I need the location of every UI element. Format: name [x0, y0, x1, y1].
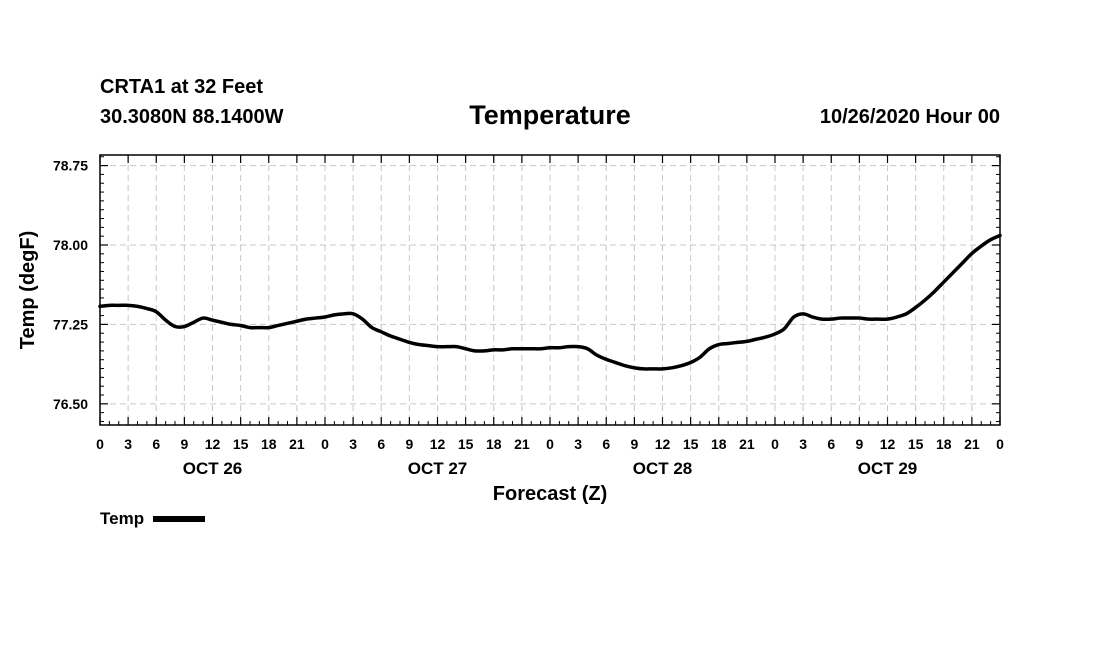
x-tick-label: 12	[880, 436, 896, 452]
x-tick-label: 3	[574, 436, 582, 452]
x-tick-label: 9	[405, 436, 413, 452]
x-tick-label: 3	[799, 436, 807, 452]
x-tick-label: 21	[289, 436, 305, 452]
day-label: OCT 27	[408, 459, 468, 478]
grid-lines	[100, 155, 1000, 425]
x-tick-label: 12	[430, 436, 446, 452]
x-tick-label: 21	[514, 436, 530, 452]
x-tick-label: 12	[655, 436, 671, 452]
day-labels: OCT 26 OCT 27 OCT 28 OCT 29	[183, 459, 918, 478]
y-axis-label: Temp (degF)	[17, 231, 39, 350]
legend: Temp	[100, 509, 206, 529]
x-tick-label: 15	[683, 436, 699, 452]
x-tick-labels: 0 3 6 9 12 15 18 21 0 3 6 9 12 15 18 21 0 3 6 9 12 15 18 21 0 3 6 9…	[96, 436, 1004, 452]
x-tick-label: 9	[630, 436, 638, 452]
x-tick-label: 21	[964, 436, 980, 452]
temp-series-line	[98, 233, 1002, 371]
x-tick-label: 9	[855, 436, 863, 452]
x-tick-label: 9	[180, 436, 188, 452]
x-axis-label: Forecast (Z)	[493, 483, 607, 505]
legend-label: Temp	[100, 509, 145, 528]
y-tick-label: 76.50	[53, 396, 88, 412]
legend-swatch	[153, 516, 206, 522]
day-label: OCT 29	[858, 459, 918, 478]
x-tick-label: 18	[486, 436, 502, 452]
x-tick-label: 3	[349, 436, 357, 452]
forecast-timestamp: 10/26/2020 Hour 00	[819, 106, 1000, 128]
day-label: OCT 28	[633, 459, 693, 478]
x-tick-label: 15	[458, 436, 474, 452]
y-tick-label: 78.00	[53, 237, 88, 253]
day-label: OCT 26	[183, 459, 243, 478]
x-tick-label: 6	[152, 436, 160, 452]
x-tick-label: 0	[771, 436, 779, 452]
x-tick-label: 15	[233, 436, 249, 452]
x-tick-label: 6	[377, 436, 385, 452]
x-tick-label: 0	[546, 436, 554, 452]
y-tick-label: 77.25	[53, 316, 88, 332]
x-tick-label: 12	[205, 436, 221, 452]
station-label: CRTA1 at 32 Feet	[100, 76, 264, 98]
chart-title: Temperature	[469, 100, 631, 130]
y-tick-labels: 76.50 77.25 78.00 78.75	[53, 158, 88, 412]
x-tick-label: 15	[908, 436, 924, 452]
x-tick-label: 3	[124, 436, 132, 452]
x-tick-label: 18	[711, 436, 727, 452]
plot-frame	[99, 154, 1001, 426]
x-tick-label: 18	[261, 436, 277, 452]
x-tick-label: 21	[739, 436, 755, 452]
x-tick-label: 6	[827, 436, 835, 452]
y-tick-label: 78.75	[53, 158, 88, 174]
x-tick-label: 0	[321, 436, 329, 452]
station-coordinates: 30.3080N 88.1400W	[100, 106, 284, 128]
x-tick-label: 0	[996, 436, 1004, 452]
x-tick-label: 18	[936, 436, 952, 452]
x-tick-label: 6	[602, 436, 610, 452]
x-tick-label: 0	[96, 436, 104, 452]
